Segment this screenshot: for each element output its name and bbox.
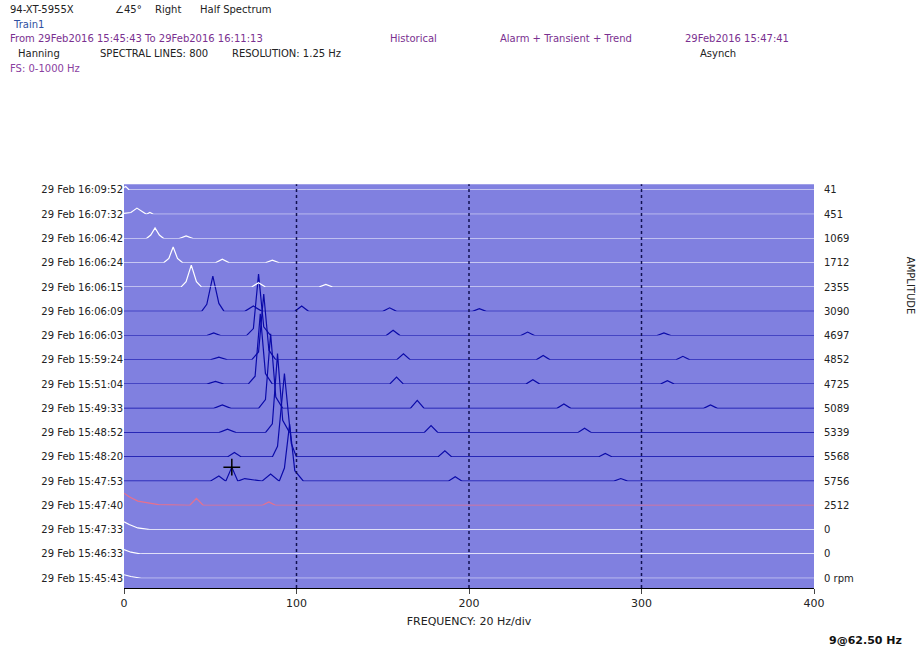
svg-text:4852: 4852	[824, 354, 849, 365]
html-text:∠45°: ∠45°	[115, 4, 142, 15]
svg-text:29 Feb 15:48:52: 29 Feb 15:48:52	[41, 427, 123, 438]
svg-text:2355: 2355	[824, 282, 849, 293]
svg-text:0: 0	[824, 524, 830, 535]
svg-text:4697: 4697	[824, 330, 849, 341]
svg-text:29 Feb 16:06:09: 29 Feb 16:06:09	[41, 306, 123, 317]
svg-text:29 Feb 16:06:03: 29 Feb 16:06:03	[41, 330, 123, 341]
svg-text:29 Feb 15:46:33: 29 Feb 15:46:33	[41, 548, 123, 559]
svg-text:AMPLITUDE: AMPLITUDE	[905, 257, 916, 314]
html-text:Historical: Historical	[390, 33, 437, 44]
html-text:SPECTRAL LINES: 800: SPECTRAL LINES: 800	[100, 48, 209, 59]
svg-text:200: 200	[459, 597, 480, 610]
html-text:Hanning: Hanning	[18, 48, 60, 59]
svg-text:451: 451	[824, 209, 843, 220]
svg-text:41: 41	[824, 184, 837, 195]
svg-text:29 Feb 16:06:24: 29 Feb 16:06:24	[41, 257, 123, 268]
svg-text:5339: 5339	[824, 427, 849, 438]
html-text:FS: 0-1000 Hz: FS: 0-1000 Hz	[10, 63, 80, 74]
svg-text:100: 100	[286, 597, 307, 610]
svg-text:0: 0	[121, 597, 128, 610]
html-text:Train1: Train1	[14, 19, 45, 30]
svg-text:29 Feb 15:47:33: 29 Feb 15:47:33	[41, 524, 123, 535]
html-text:RESOLUTION: 1.25 Hz: RESOLUTION: 1.25 Hz	[232, 48, 342, 59]
svg-text:29 Feb 16:06:42: 29 Feb 16:06:42	[41, 233, 123, 244]
svg-text:3090: 3090	[824, 306, 849, 317]
svg-text:0: 0	[824, 548, 830, 559]
html-text:29Feb2016 15:47:41: 29Feb2016 15:47:41	[685, 33, 789, 44]
svg-text:5756: 5756	[824, 476, 849, 487]
svg-text:9@62.50 Hz: 9@62.50 Hz	[829, 634, 902, 647]
html-text:From 29Feb2016 15:45:43 To 29F: From 29Feb2016 15:45:43 To 29Feb2016 16:…	[10, 33, 263, 44]
svg-text:0 rpm: 0 rpm	[824, 573, 854, 584]
svg-text:5568: 5568	[824, 451, 849, 462]
svg-text:29 Feb 15:48:20: 29 Feb 15:48:20	[41, 451, 123, 462]
svg-text:1069: 1069	[824, 233, 849, 244]
svg-text:29 Feb 15:45:43: 29 Feb 15:45:43	[41, 573, 123, 584]
svg-text:400: 400	[804, 597, 825, 610]
svg-text:4725: 4725	[824, 379, 849, 390]
svg-text:2512: 2512	[824, 500, 849, 511]
html-text:Half Spectrum: Half Spectrum	[200, 4, 272, 15]
svg-text:5089: 5089	[824, 403, 849, 414]
svg-text:1712: 1712	[824, 257, 849, 268]
svg-text:FREQUENCY: 20 Hz/div: FREQUENCY: 20 Hz/div	[407, 615, 532, 628]
html-text:Alarm + Transient + Trend: Alarm + Transient + Trend	[500, 33, 632, 44]
svg-text:29 Feb 16:07:32: 29 Feb 16:07:32	[41, 209, 123, 220]
svg-text:29 Feb 15:47:40: 29 Feb 15:47:40	[41, 500, 123, 511]
html-text:Right: Right	[155, 4, 182, 15]
svg-text:29 Feb 15:51:04: 29 Feb 15:51:04	[41, 379, 123, 390]
html-text:94-XT-5955X: 94-XT-5955X	[10, 4, 74, 15]
svg-text:29 Feb 15:49:33: 29 Feb 15:49:33	[41, 403, 123, 414]
svg-text:300: 300	[631, 597, 652, 610]
svg-text:29 Feb 16:06:15: 29 Feb 16:06:15	[41, 282, 123, 293]
svg-text:29 Feb 15:47:53: 29 Feb 15:47:53	[41, 476, 123, 487]
svg-text:29 Feb 15:59:24: 29 Feb 15:59:24	[41, 354, 123, 365]
html-text:Asynch: Asynch	[700, 48, 737, 59]
svg-text:29 Feb 16:09:52: 29 Feb 16:09:52	[41, 184, 123, 195]
